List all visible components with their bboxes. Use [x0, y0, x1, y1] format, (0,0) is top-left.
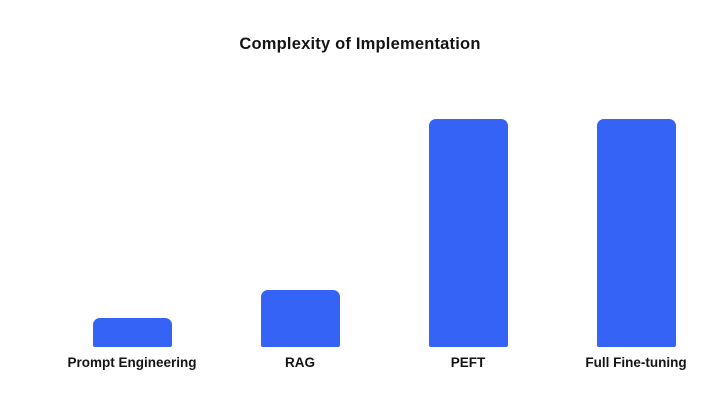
plot-area: Prompt Engineering RAG PEFT Full Fine-tunin…	[48, 0, 720, 370]
bar-prompt-engineering	[92, 318, 172, 347]
category-label: PEFT	[450, 355, 486, 370]
bar-group: PEFT	[384, 0, 552, 370]
bar-full-fine-tuning	[596, 119, 676, 347]
bar-rag	[260, 290, 340, 347]
category-label: Prompt Engineering	[67, 355, 197, 370]
bar-peft	[428, 119, 508, 347]
bar-group: RAG	[216, 0, 384, 370]
bar-group: Prompt Engineering	[48, 0, 216, 370]
bar-group: Full Fine-tuning	[552, 0, 720, 370]
category-label: RAG	[285, 355, 315, 370]
chart-title: Complexity of Implementation	[239, 35, 481, 53]
category-label: Full Fine-tuning	[585, 355, 687, 370]
